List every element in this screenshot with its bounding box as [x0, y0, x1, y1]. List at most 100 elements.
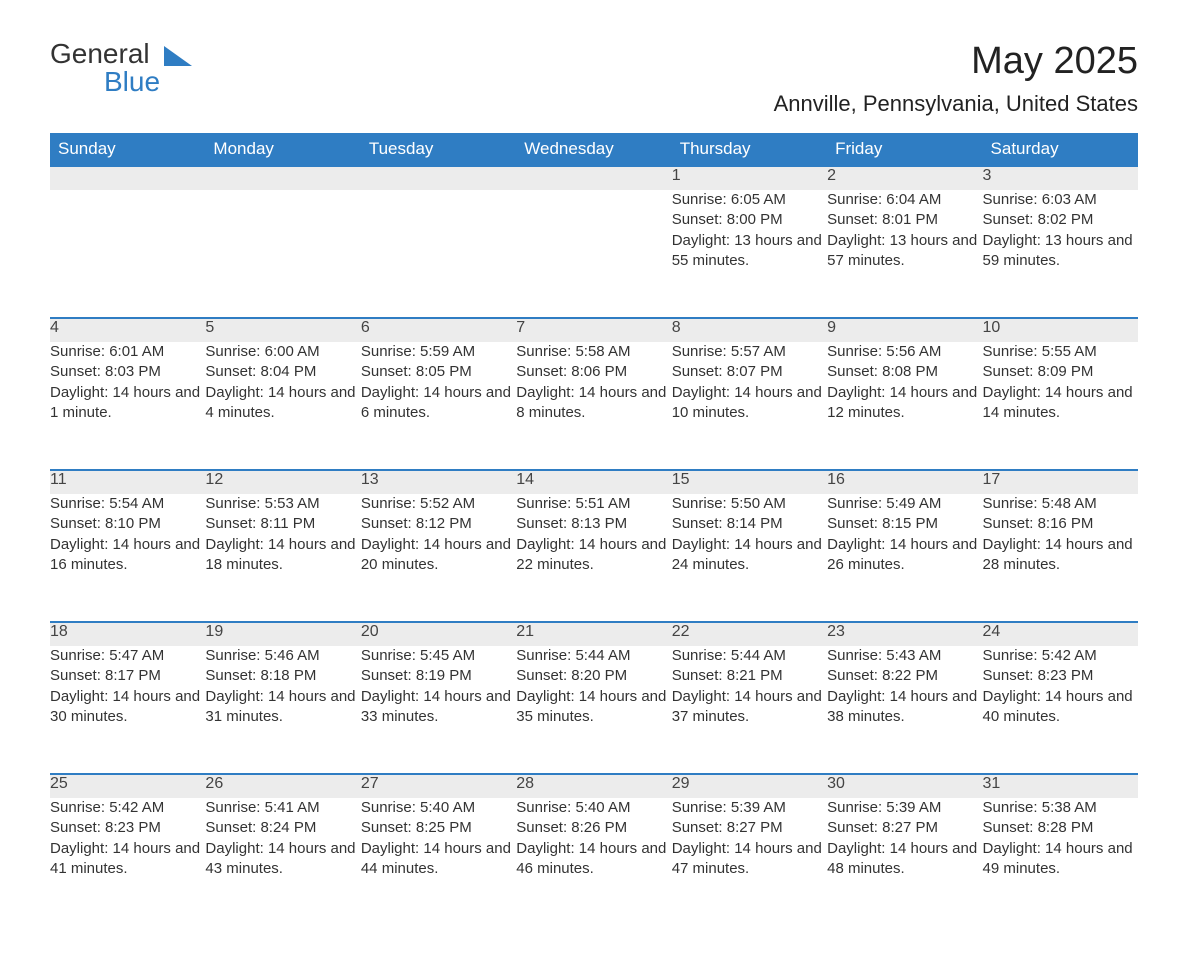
empty-day: [516, 190, 671, 318]
daylight-text: Daylight: 14 hours and 49 minutes.: [983, 839, 1138, 880]
sunrise-text: Sunrise: 5:44 AM: [516, 646, 671, 666]
sunrise-text: Sunrise: 5:43 AM: [827, 646, 982, 666]
day-number: 1: [672, 166, 827, 190]
sunset-text: Sunset: 8:26 PM: [516, 818, 671, 838]
daylight-text: Daylight: 14 hours and 10 minutes.: [672, 383, 827, 424]
weekday-header: Thursday: [672, 133, 827, 166]
calendar-header-row: SundayMondayTuesdayWednesdayThursdayFrid…: [50, 133, 1138, 166]
sunset-text: Sunset: 8:05 PM: [361, 362, 516, 382]
sunset-text: Sunset: 8:28 PM: [983, 818, 1138, 838]
day-number: 30: [827, 774, 982, 798]
day-cell: Sunrise: 5:51 AMSunset: 8:13 PMDaylight:…: [516, 494, 671, 622]
day-cell: Sunrise: 6:03 AMSunset: 8:02 PMDaylight:…: [983, 190, 1138, 318]
day-number: 19: [205, 622, 360, 646]
day-cell: Sunrise: 6:00 AMSunset: 8:04 PMDaylight:…: [205, 342, 360, 470]
sunrise-text: Sunrise: 5:44 AM: [672, 646, 827, 666]
daylight-text: Daylight: 14 hours and 28 minutes.: [983, 535, 1138, 576]
day-cell: Sunrise: 5:38 AMSunset: 8:28 PMDaylight:…: [983, 798, 1138, 926]
sunset-text: Sunset: 8:20 PM: [516, 666, 671, 686]
daylight-text: Daylight: 14 hours and 43 minutes.: [205, 839, 360, 880]
sunrise-text: Sunrise: 5:39 AM: [827, 798, 982, 818]
day-number: 28: [516, 774, 671, 798]
day-number: 17: [983, 470, 1138, 494]
weekday-header: Saturday: [983, 133, 1138, 166]
day-number: 14: [516, 470, 671, 494]
brand-text: General Blue: [50, 40, 160, 96]
daylight-text: Daylight: 14 hours and 22 minutes.: [516, 535, 671, 576]
day-number: 31: [983, 774, 1138, 798]
daylight-text: Daylight: 14 hours and 6 minutes.: [361, 383, 516, 424]
brand-line2: Blue: [104, 66, 160, 97]
day-number: 13: [361, 470, 516, 494]
weekday-header: Friday: [827, 133, 982, 166]
day-number: 7: [516, 318, 671, 342]
daylight-text: Daylight: 14 hours and 38 minutes.: [827, 687, 982, 728]
sunrise-text: Sunrise: 6:04 AM: [827, 190, 982, 210]
day-cell: Sunrise: 5:52 AMSunset: 8:12 PMDaylight:…: [361, 494, 516, 622]
day-cell: Sunrise: 6:04 AMSunset: 8:01 PMDaylight:…: [827, 190, 982, 318]
sunset-text: Sunset: 8:11 PM: [205, 514, 360, 534]
sunset-text: Sunset: 8:27 PM: [827, 818, 982, 838]
daylight-text: Daylight: 14 hours and 47 minutes.: [672, 839, 827, 880]
daylight-text: Daylight: 14 hours and 20 minutes.: [361, 535, 516, 576]
daylight-text: Daylight: 13 hours and 57 minutes.: [827, 231, 982, 272]
day-number: 22: [672, 622, 827, 646]
sunset-text: Sunset: 8:03 PM: [50, 362, 205, 382]
day-cell: Sunrise: 6:01 AMSunset: 8:03 PMDaylight:…: [50, 342, 205, 470]
sunrise-text: Sunrise: 5:41 AM: [205, 798, 360, 818]
sunrise-text: Sunrise: 5:39 AM: [672, 798, 827, 818]
sunset-text: Sunset: 8:23 PM: [983, 666, 1138, 686]
sunrise-text: Sunrise: 5:49 AM: [827, 494, 982, 514]
day-number: 3: [983, 166, 1138, 190]
brand-line1: General: [50, 38, 150, 69]
day-number-row: 25262728293031: [50, 774, 1138, 798]
sunset-text: Sunset: 8:23 PM: [50, 818, 205, 838]
sunrise-text: Sunrise: 5:42 AM: [983, 646, 1138, 666]
sunrise-text: Sunrise: 5:48 AM: [983, 494, 1138, 514]
sunrise-text: Sunrise: 6:00 AM: [205, 342, 360, 362]
sunset-text: Sunset: 8:19 PM: [361, 666, 516, 686]
day-cell: Sunrise: 5:48 AMSunset: 8:16 PMDaylight:…: [983, 494, 1138, 622]
day-cell: Sunrise: 5:57 AMSunset: 8:07 PMDaylight:…: [672, 342, 827, 470]
sunset-text: Sunset: 8:18 PM: [205, 666, 360, 686]
sunset-text: Sunset: 8:12 PM: [361, 514, 516, 534]
daylight-text: Daylight: 14 hours and 33 minutes.: [361, 687, 516, 728]
day-cell: Sunrise: 5:49 AMSunset: 8:15 PMDaylight:…: [827, 494, 982, 622]
daylight-text: Daylight: 14 hours and 30 minutes.: [50, 687, 205, 728]
day-number-row: 45678910: [50, 318, 1138, 342]
day-cell: Sunrise: 5:45 AMSunset: 8:19 PMDaylight:…: [361, 646, 516, 774]
daylight-text: Daylight: 14 hours and 1 minute.: [50, 383, 205, 424]
sunset-text: Sunset: 8:22 PM: [827, 666, 982, 686]
sunrise-text: Sunrise: 5:42 AM: [50, 798, 205, 818]
day-cell: Sunrise: 5:44 AMSunset: 8:21 PMDaylight:…: [672, 646, 827, 774]
day-number: 5: [205, 318, 360, 342]
day-number: 20: [361, 622, 516, 646]
day-cell: Sunrise: 5:44 AMSunset: 8:20 PMDaylight:…: [516, 646, 671, 774]
daylight-text: Daylight: 14 hours and 40 minutes.: [983, 687, 1138, 728]
sunrise-text: Sunrise: 5:47 AM: [50, 646, 205, 666]
day-cell: Sunrise: 5:42 AMSunset: 8:23 PMDaylight:…: [50, 798, 205, 926]
sunrise-text: Sunrise: 5:50 AM: [672, 494, 827, 514]
day-cell: Sunrise: 5:50 AMSunset: 8:14 PMDaylight:…: [672, 494, 827, 622]
sunrise-text: Sunrise: 6:05 AM: [672, 190, 827, 210]
daylight-text: Daylight: 14 hours and 44 minutes.: [361, 839, 516, 880]
sunset-text: Sunset: 8:08 PM: [827, 362, 982, 382]
empty-day: [50, 190, 205, 318]
daylight-text: Daylight: 14 hours and 24 minutes.: [672, 535, 827, 576]
daylight-text: Daylight: 13 hours and 59 minutes.: [983, 231, 1138, 272]
day-cell: Sunrise: 5:42 AMSunset: 8:23 PMDaylight:…: [983, 646, 1138, 774]
day-number: 11: [50, 470, 205, 494]
day-cell: Sunrise: 5:39 AMSunset: 8:27 PMDaylight:…: [672, 798, 827, 926]
sunrise-text: Sunrise: 5:58 AM: [516, 342, 671, 362]
sunrise-text: Sunrise: 5:56 AM: [827, 342, 982, 362]
daylight-text: Daylight: 14 hours and 31 minutes.: [205, 687, 360, 728]
sunrise-text: Sunrise: 5:59 AM: [361, 342, 516, 362]
daylight-text: Daylight: 14 hours and 46 minutes.: [516, 839, 671, 880]
logo-triangle-icon: [164, 46, 192, 66]
empty-day: [205, 190, 360, 318]
header: General Blue May 2025 Annville, Pennsylv…: [50, 40, 1138, 127]
day-cell: Sunrise: 6:05 AMSunset: 8:00 PMDaylight:…: [672, 190, 827, 318]
day-content-row: Sunrise: 5:42 AMSunset: 8:23 PMDaylight:…: [50, 798, 1138, 926]
sunrise-text: Sunrise: 5:45 AM: [361, 646, 516, 666]
title-block: May 2025 Annville, Pennsylvania, United …: [774, 40, 1138, 127]
